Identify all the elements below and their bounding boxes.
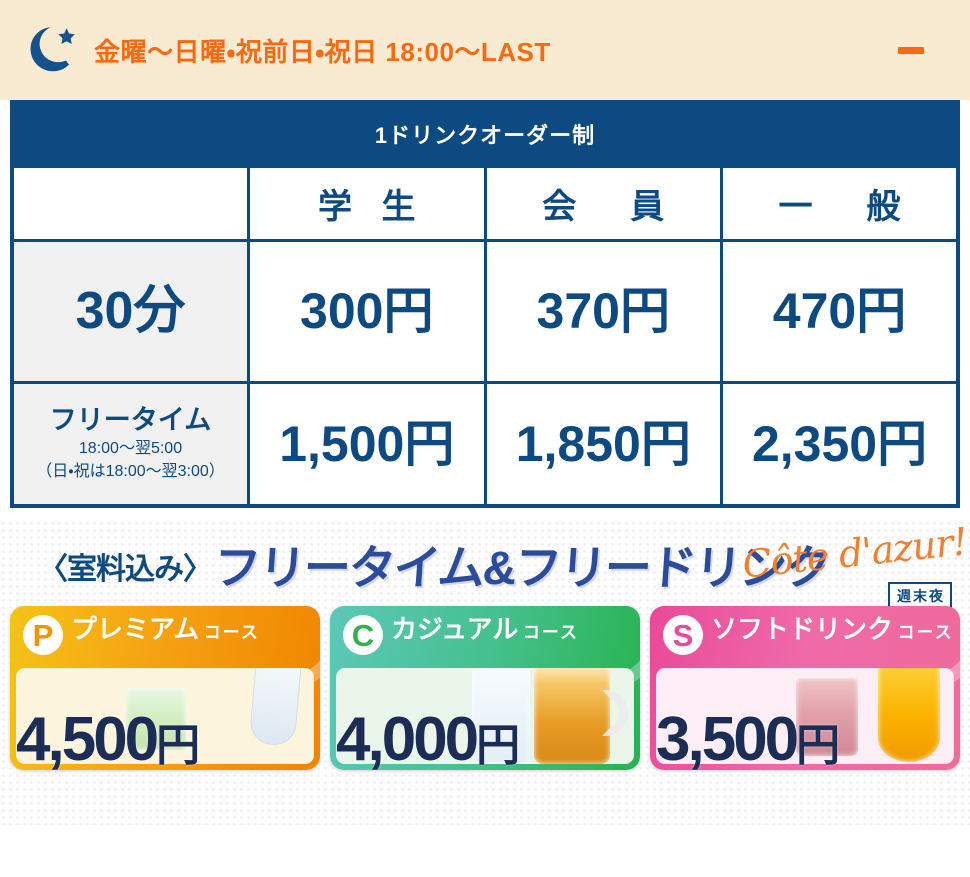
- crescent-moon-star-icon: [28, 24, 80, 76]
- price-free-student: 1,500: [279, 415, 405, 472]
- course-price: 4,000: [336, 704, 479, 770]
- header-blank-cell: [10, 164, 250, 242]
- course-currency: 円: [476, 720, 521, 770]
- course-price-block: 3,500円: [656, 707, 840, 770]
- course-suffix: コース: [897, 623, 954, 642]
- beer-mug-icon: [534, 668, 610, 764]
- course-card-header: P プレミアム コース: [10, 606, 320, 666]
- table-row: 30分 300円 370円 470円: [10, 238, 960, 384]
- accordion-header[interactable]: 金曜〜日曜・祝前日・祝日 18:00〜LAST: [0, 0, 970, 100]
- minus-icon: [898, 46, 924, 54]
- row-label-30min: 30分: [10, 238, 250, 384]
- price-cell: 1,500円: [247, 380, 487, 508]
- course-card-soft-drink[interactable]: S ソフトドリンク コース 3,500円: [650, 606, 960, 770]
- price-cell: 1,850円: [483, 380, 723, 508]
- course-price: 4,500: [16, 704, 159, 770]
- currency-unit: 円: [640, 415, 691, 472]
- course-price: 3,500: [656, 704, 799, 770]
- table-row: フリータイム 18:00〜翌5:00 （日・祝は18:00〜翌3:00） 1,5…: [10, 380, 960, 508]
- currency-unit: 円: [619, 283, 670, 339]
- promo-bracket-text: 〈室料込み〉: [38, 553, 213, 586]
- row-label-freetime: フリータイム 18:00〜翌5:00 （日・祝は18:00〜翌3:00）: [10, 380, 250, 508]
- course-card-casual[interactable]: C カジュアル コース 4,000円: [330, 606, 640, 770]
- course-letter-badge: P: [23, 615, 63, 655]
- promo-title-row: 〈室料込み〉 フリータイム&フリードリンク Côte d'azur! 週末夜: [0, 520, 970, 610]
- weekend-night-badge: 週末夜: [888, 582, 952, 610]
- course-currency: 円: [796, 720, 841, 770]
- price-cell: 2,350円: [720, 380, 960, 508]
- price-30-member: 370: [536, 283, 620, 339]
- course-name: ソフトドリンク: [711, 614, 894, 644]
- beer-tap-icon: [248, 668, 306, 747]
- course-name: カジュアル: [391, 614, 519, 644]
- course-suffix: コース: [522, 623, 580, 642]
- promo-main-text: フリータイム&フリードリンク: [211, 540, 832, 594]
- currency-unit: 円: [404, 415, 455, 472]
- accordion-title: 金曜〜日曜・祝前日・祝日 18:00〜LAST: [94, 36, 551, 67]
- currency-unit: 円: [383, 283, 434, 339]
- price-cell: 370円: [483, 238, 723, 384]
- course-currency: 円: [156, 720, 201, 770]
- table-band-row: 1ドリンクオーダー制: [12, 102, 958, 168]
- course-card-list: P プレミアム コース 4,500円: [0, 606, 970, 770]
- course-card-header: S ソフトドリンク コース: [650, 606, 960, 666]
- course-name-block: ソフトドリンク コース: [711, 615, 954, 642]
- orange-float-glass-icon: [878, 668, 940, 762]
- header-student: 学 生: [247, 164, 487, 242]
- course-name: プレミアム: [71, 614, 200, 644]
- row-label-freetime-title: フリータイム: [49, 404, 212, 435]
- currency-unit: 円: [856, 283, 907, 339]
- course-card-premium[interactable]: P プレミアム コース 4,500円: [10, 606, 320, 770]
- price-table-wrapper: 1ドリンクオーダー制 学 生 会 員 一 般 30分 300円: [0, 100, 970, 508]
- header-general: 一 般: [720, 164, 960, 242]
- row-label-30min-value: 30: [75, 282, 134, 340]
- price-cell: 300円: [247, 238, 487, 384]
- drink-order-band: 1ドリンクオーダー制: [12, 102, 958, 168]
- course-price-block: 4,500円: [16, 707, 200, 770]
- brand-block: Côte d'azur! 週末夜: [740, 520, 969, 610]
- table-header-row: 学 生 会 員 一 般: [10, 164, 960, 242]
- row-label-freetime-note: （日・祝は18:00〜翌3:00）: [36, 463, 225, 481]
- price-30-student: 300: [300, 283, 384, 339]
- price-free-general: 2,350: [751, 415, 878, 472]
- header-member: 会 員: [483, 164, 723, 242]
- course-letter-badge: C: [343, 615, 383, 655]
- collapse-toggle-button[interactable]: [894, 33, 928, 67]
- price-cell: 470円: [720, 238, 960, 384]
- course-name-block: プレミアム コース: [71, 615, 260, 642]
- course-letter-badge: S: [663, 615, 703, 655]
- course-suffix: コース: [203, 623, 260, 642]
- promo-banner: 〈室料込み〉 フリータイム&フリードリンク Côte d'azur! 週末夜 P…: [0, 520, 970, 825]
- course-name-block: カジュアル コース: [391, 615, 579, 642]
- course-card-header: C カジュアル コース: [330, 606, 640, 666]
- price-table: 1ドリンクオーダー制 学 生 会 員 一 般 30分 300円: [10, 100, 960, 508]
- row-label-30min-unit: 分: [133, 282, 186, 340]
- currency-unit: 円: [877, 415, 928, 472]
- course-price-block: 4,000円: [336, 707, 520, 770]
- row-label-freetime-hours: 18:00〜翌5:00: [78, 439, 183, 457]
- mug-handle-icon: [602, 690, 628, 736]
- price-free-member: 1,850: [515, 415, 641, 472]
- price-30-general: 470: [772, 283, 857, 339]
